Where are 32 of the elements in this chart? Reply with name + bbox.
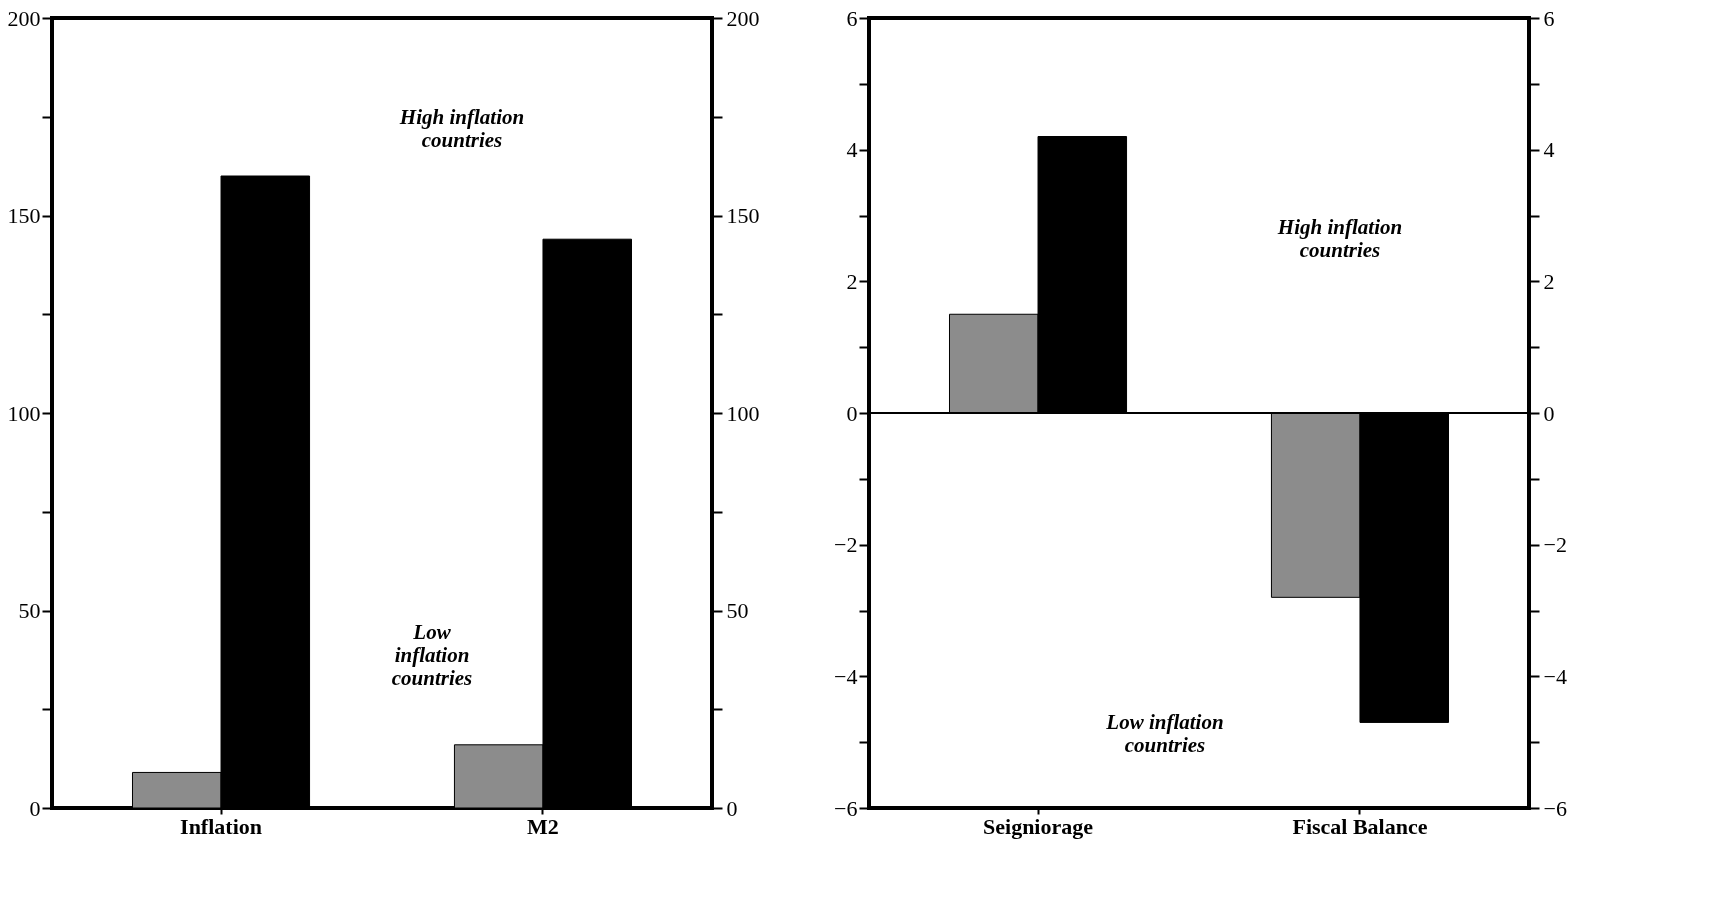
y-tick-label: 150	[7, 203, 41, 228]
y-tick-label: −4	[834, 663, 858, 689]
annotation: Low inflation countries	[1105, 710, 1224, 757]
y2-tick-label: 100	[726, 400, 760, 426]
y-tick-label: 50	[18, 598, 41, 623]
y-tick-label: 200	[7, 5, 41, 31]
y-tick-label: −6	[834, 795, 858, 821]
annotation: Low inflation countries	[391, 620, 473, 690]
x-tick-label: M2	[527, 813, 559, 839]
y2-tick-label: −6	[1543, 795, 1567, 821]
y2-tick-label: −4	[1543, 663, 1567, 689]
x-tick-label: Inflation	[180, 813, 262, 839]
y2-tick-label: 150	[726, 203, 760, 228]
x-tick-label: Fiscal Balance	[1292, 813, 1428, 839]
y-tick-label: 0	[846, 400, 858, 426]
y2-tick-label: 0	[1543, 400, 1555, 426]
y-tick-label: 6	[846, 5, 858, 31]
annotation: High inflation countries	[398, 105, 525, 152]
y2-tick-label: −2	[1543, 532, 1567, 558]
y2-tick-label: 200	[726, 5, 760, 31]
annotation: High inflation countries	[1276, 215, 1403, 262]
y2-tick-label: 50	[726, 598, 749, 623]
y2-tick-label: 0	[726, 795, 738, 821]
y-tick-label: −2	[834, 532, 858, 558]
y-tick-label: 2	[846, 268, 858, 294]
y2-tick-label: 4	[1543, 137, 1555, 163]
y2-tick-label: 6	[1543, 5, 1555, 31]
y2-tick-label: 2	[1543, 268, 1555, 294]
y-tick-label: 100	[7, 400, 41, 426]
y-tick-label: 4	[846, 137, 858, 163]
x-tick-label: Seigniorage	[983, 813, 1094, 839]
y-tick-label: 0	[29, 795, 41, 821]
